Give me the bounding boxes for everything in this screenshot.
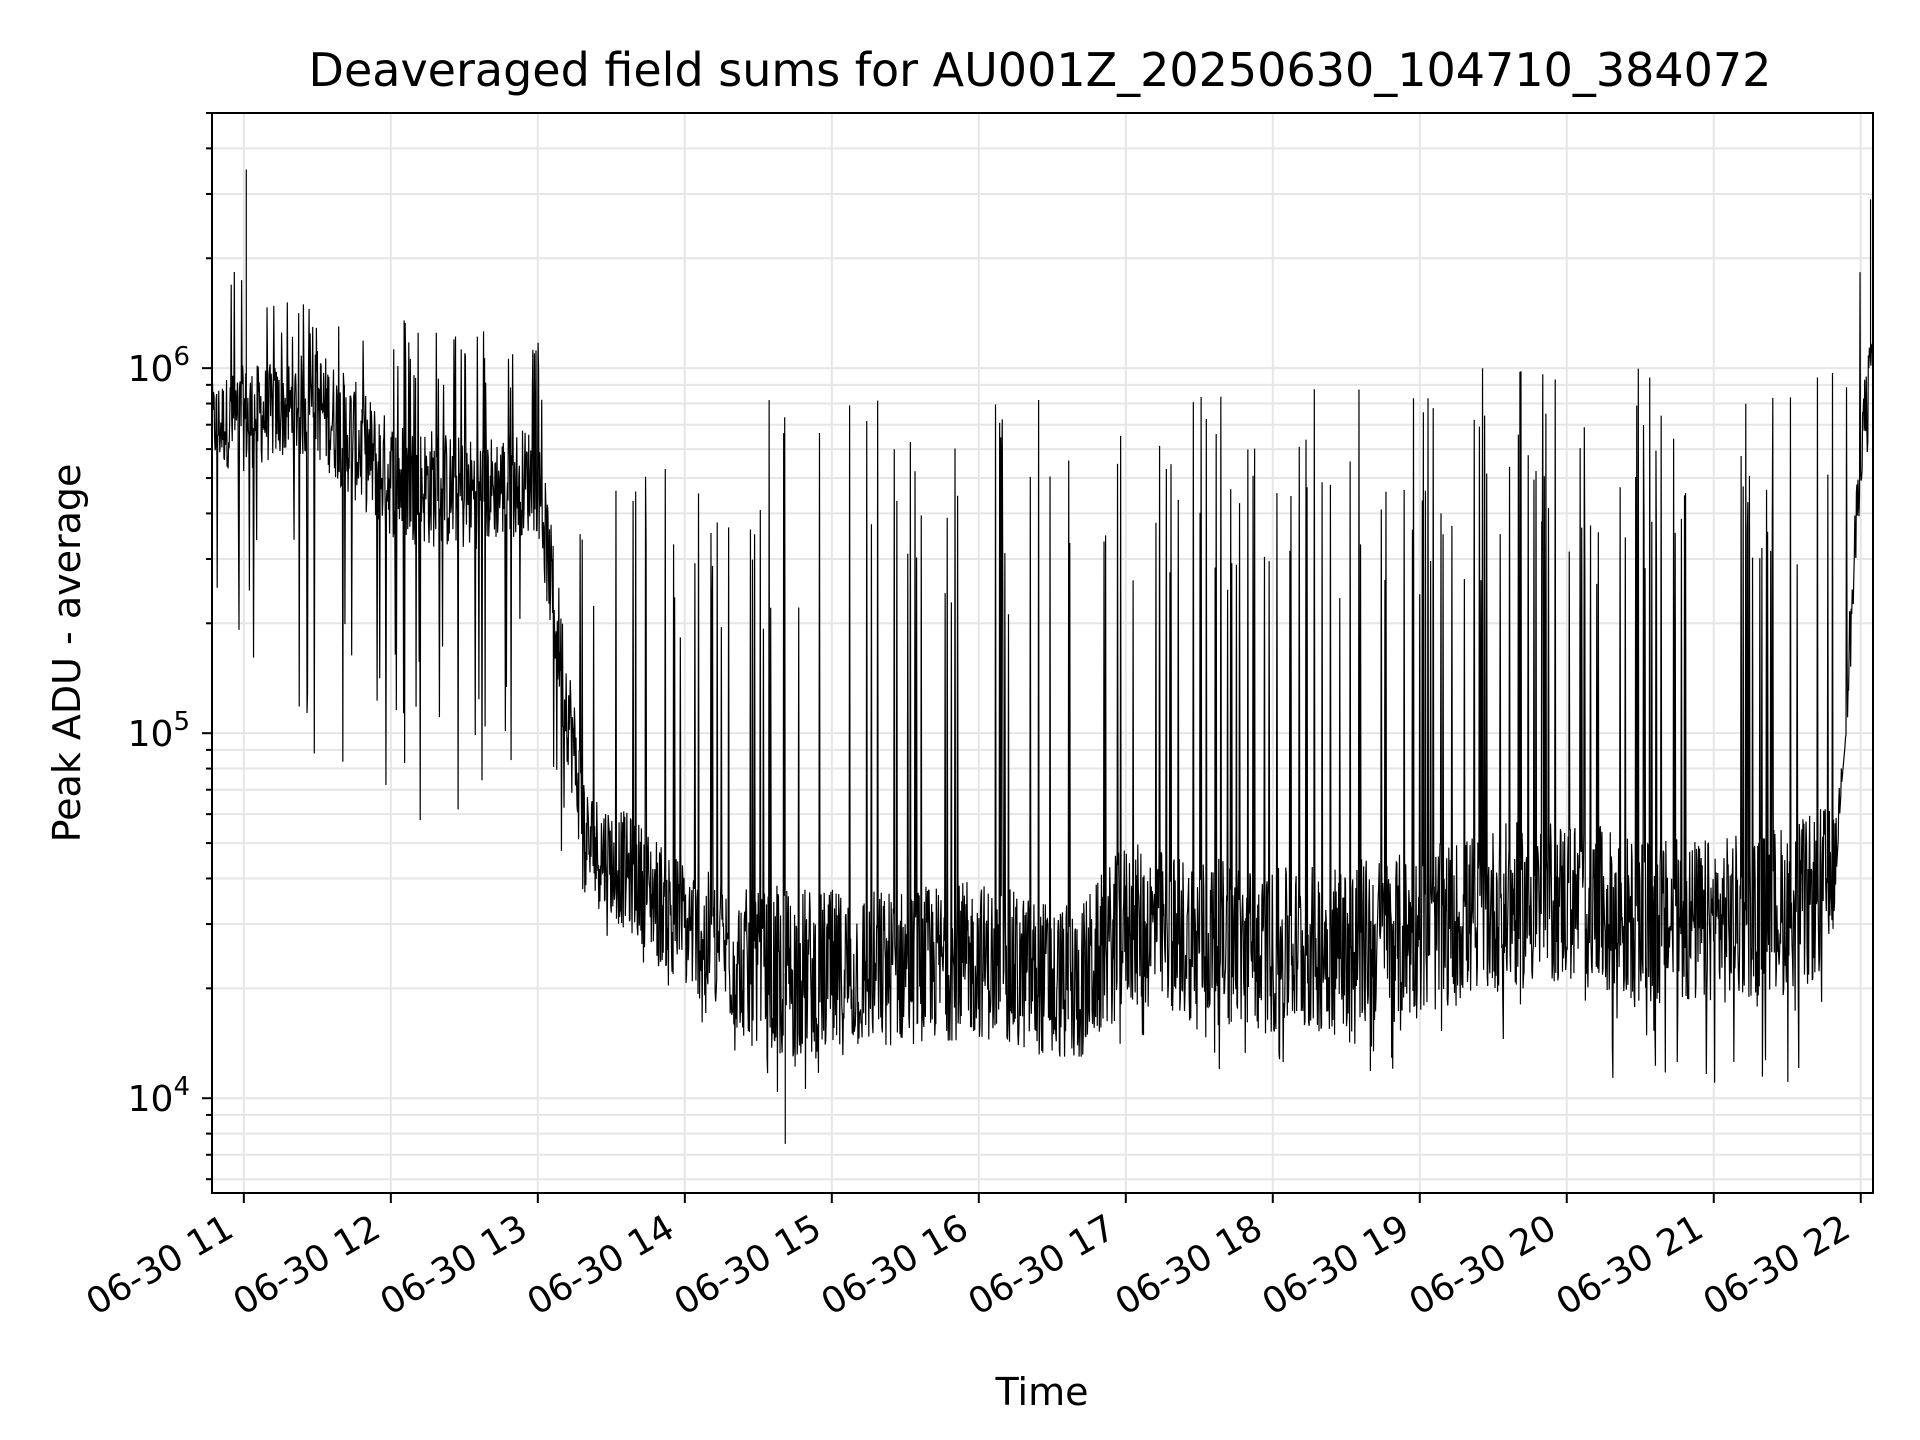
x-axis-label: Time (995, 1370, 1089, 1414)
x-tick-label: 06-30 14 (521, 1207, 682, 1323)
plot-frame (211, 112, 1874, 1194)
y-tick-label: 105 (128, 707, 190, 755)
y-tick-label: 104 (128, 1072, 190, 1120)
x-tick-label: 06-30 15 (668, 1207, 829, 1323)
x-tick-label: 06-30 17 (962, 1207, 1123, 1323)
x-tick-label: 06-30 19 (1256, 1207, 1417, 1323)
y-tick-label: 106 (128, 342, 190, 390)
x-tick-label: 06-30 21 (1550, 1207, 1711, 1323)
y-axis-label: Peak ADU - average (45, 464, 89, 843)
x-tick-label: 06-30 20 (1403, 1207, 1564, 1323)
x-tick-label: 06-30 12 (227, 1207, 388, 1323)
chart-title: Deaveraged field sums for AU001Z_2025063… (309, 43, 1772, 97)
x-tick-label: 06-30 22 (1697, 1207, 1858, 1323)
x-tick-label: 06-30 11 (80, 1207, 241, 1323)
x-tick-label: 06-30 18 (1109, 1207, 1270, 1323)
series-line (211, 272, 1874, 1092)
x-tick-label: 06-30 13 (374, 1207, 535, 1323)
x-tick-label: 06-30 16 (815, 1207, 976, 1323)
data-series (211, 169, 1874, 1144)
y-axis: 104 105 106 (128, 112, 212, 1181)
